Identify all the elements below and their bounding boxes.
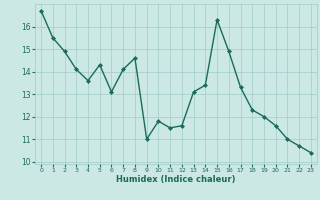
X-axis label: Humidex (Indice chaleur): Humidex (Indice chaleur) bbox=[116, 175, 236, 184]
